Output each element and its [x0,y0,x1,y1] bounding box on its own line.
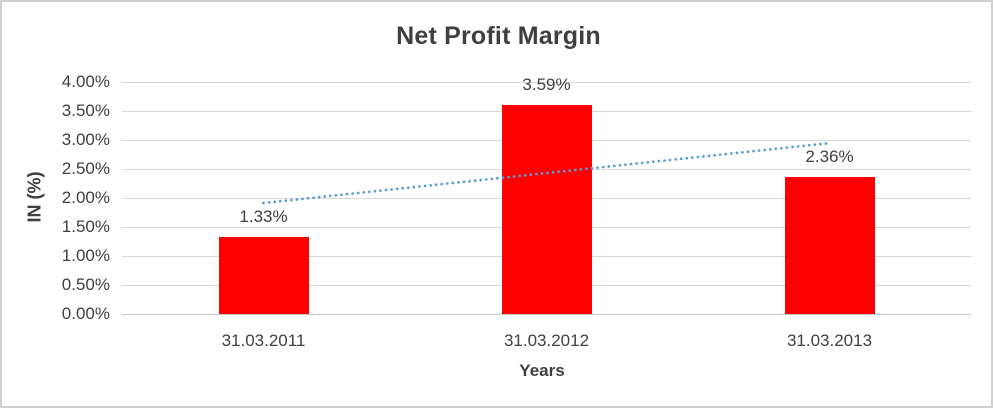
bar-data-label: 3.59% [522,75,571,95]
x-tick-label: 31.03.2011 [221,331,306,350]
x-tick-label: 31.03.2012 [503,331,590,350]
y-tick-label: 2.50% [61,158,110,178]
y-tick-label: 2.00% [61,187,110,207]
y-tick-label: 3.00% [61,129,110,149]
bar-data-label: 2.36% [805,146,854,166]
bar-31.03.2012[interactable] [501,105,592,314]
bar-data-label: 1.33% [239,206,288,226]
y-tick-label: 4.00% [61,71,110,91]
y-tick-label: 0.50% [61,274,110,294]
y-tick-label: 1.50% [61,216,110,236]
x-tick-label: 31.03.2013 [786,331,873,350]
bar-31.03.2013[interactable] [784,176,875,314]
chart-title: Net Profit Margin [396,22,601,50]
gridline [122,81,971,83]
x-axis-title: Years [519,361,565,380]
bar-31.03.2011[interactable] [218,236,309,314]
x-axis-line [122,314,971,315]
y-tick-label: 1.00% [61,245,110,265]
y-tick-label: 3.50% [61,100,110,120]
y-tick-label: 0.00% [61,304,110,323]
